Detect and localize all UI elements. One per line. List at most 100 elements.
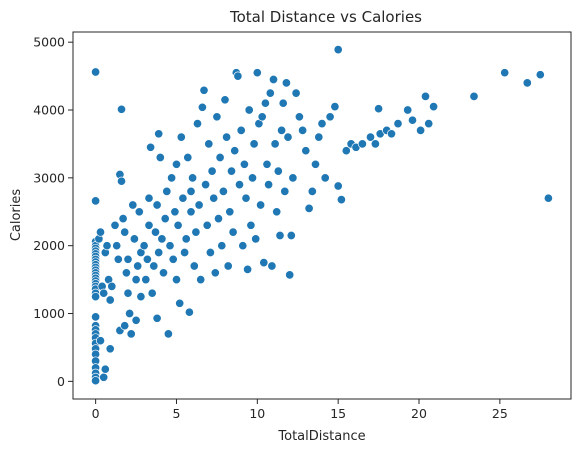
data-point — [207, 166, 217, 176]
data-point — [121, 268, 131, 278]
data-point — [393, 119, 403, 129]
y-axis-ticks: 0 1000 2000 3000 4000 5000 — [33, 35, 73, 389]
data-point — [165, 241, 175, 251]
data-point — [133, 261, 143, 271]
data-point — [262, 159, 272, 169]
y-tick-label: 0 — [57, 374, 65, 389]
data-point — [278, 98, 288, 108]
data-point — [99, 372, 109, 382]
data-point — [191, 227, 201, 237]
data-point — [416, 125, 426, 135]
data-point — [357, 139, 367, 149]
data-point — [197, 102, 207, 112]
data-point — [424, 119, 434, 129]
data-point — [429, 102, 439, 112]
x-axis-label: TotalDistance — [277, 429, 365, 444]
data-point — [273, 166, 283, 176]
data-point — [118, 214, 128, 224]
data-point — [386, 129, 397, 139]
data-point — [162, 186, 172, 196]
data-point — [152, 200, 162, 210]
y-tick-label: 1000 — [33, 306, 65, 321]
data-point — [144, 220, 154, 230]
data-point — [330, 102, 340, 112]
data-point — [192, 119, 203, 129]
data-point — [233, 71, 243, 81]
data-point — [228, 227, 238, 237]
data-point — [277, 125, 287, 135]
x-axis-ticks: 0 5 10 15 20 25 — [92, 399, 508, 421]
data-point — [154, 129, 164, 139]
data-point — [163, 329, 173, 339]
data-point — [136, 292, 146, 302]
data-point — [307, 186, 317, 196]
data-point — [147, 288, 157, 298]
data-point — [298, 125, 308, 135]
data-point — [196, 275, 206, 285]
data-point — [91, 376, 101, 386]
data-point — [213, 214, 224, 224]
data-point — [204, 139, 214, 149]
data-point — [270, 139, 280, 149]
data-point — [286, 230, 296, 241]
data-point — [184, 307, 194, 317]
data-point — [260, 98, 270, 108]
data-point — [171, 275, 182, 285]
data-point — [91, 292, 101, 302]
data-point — [131, 315, 141, 325]
data-point — [188, 173, 198, 183]
data-point — [134, 207, 144, 217]
data-point — [341, 146, 351, 156]
data-point — [267, 261, 277, 271]
data-point — [325, 112, 335, 122]
data-point — [259, 258, 269, 268]
data-point — [91, 67, 101, 77]
data-point — [102, 241, 112, 251]
data-point — [469, 91, 479, 101]
data-point — [365, 132, 376, 142]
data-point — [310, 159, 321, 169]
data-point — [189, 261, 199, 271]
data-point — [95, 336, 106, 346]
data-point — [304, 203, 314, 213]
data-points — [91, 45, 553, 386]
data-point — [223, 261, 233, 271]
plot-frame — [72, 31, 572, 400]
data-point — [225, 207, 235, 217]
data-point — [234, 180, 245, 190]
data-point — [226, 166, 237, 176]
data-point — [249, 139, 259, 149]
data-point — [246, 220, 256, 230]
data-point — [241, 193, 251, 203]
data-point — [285, 270, 295, 280]
data-point — [202, 220, 212, 230]
data-point — [281, 78, 291, 88]
data-point — [170, 207, 180, 217]
data-point — [272, 207, 282, 217]
data-point — [199, 85, 209, 95]
y-axis-label: Calories — [9, 189, 24, 242]
data-point — [116, 104, 127, 114]
data-point — [105, 344, 115, 354]
data-point — [181, 234, 191, 244]
data-point — [370, 139, 380, 149]
data-point — [120, 227, 130, 237]
data-point — [301, 146, 311, 156]
data-point — [210, 268, 220, 278]
data-point — [215, 152, 225, 163]
data-point — [183, 152, 193, 163]
data-point — [256, 200, 266, 210]
data-point — [252, 68, 262, 78]
data-point — [317, 119, 327, 129]
data-point — [173, 220, 183, 230]
data-point — [247, 173, 258, 183]
data-point — [142, 254, 152, 264]
chart-title: Total Distance vs Calories — [229, 8, 422, 26]
data-point — [91, 196, 101, 206]
data-point — [194, 200, 204, 210]
data-point — [176, 132, 186, 142]
data-point — [314, 132, 324, 142]
data-point — [112, 241, 122, 251]
data-point — [500, 68, 510, 78]
data-point — [264, 180, 274, 190]
